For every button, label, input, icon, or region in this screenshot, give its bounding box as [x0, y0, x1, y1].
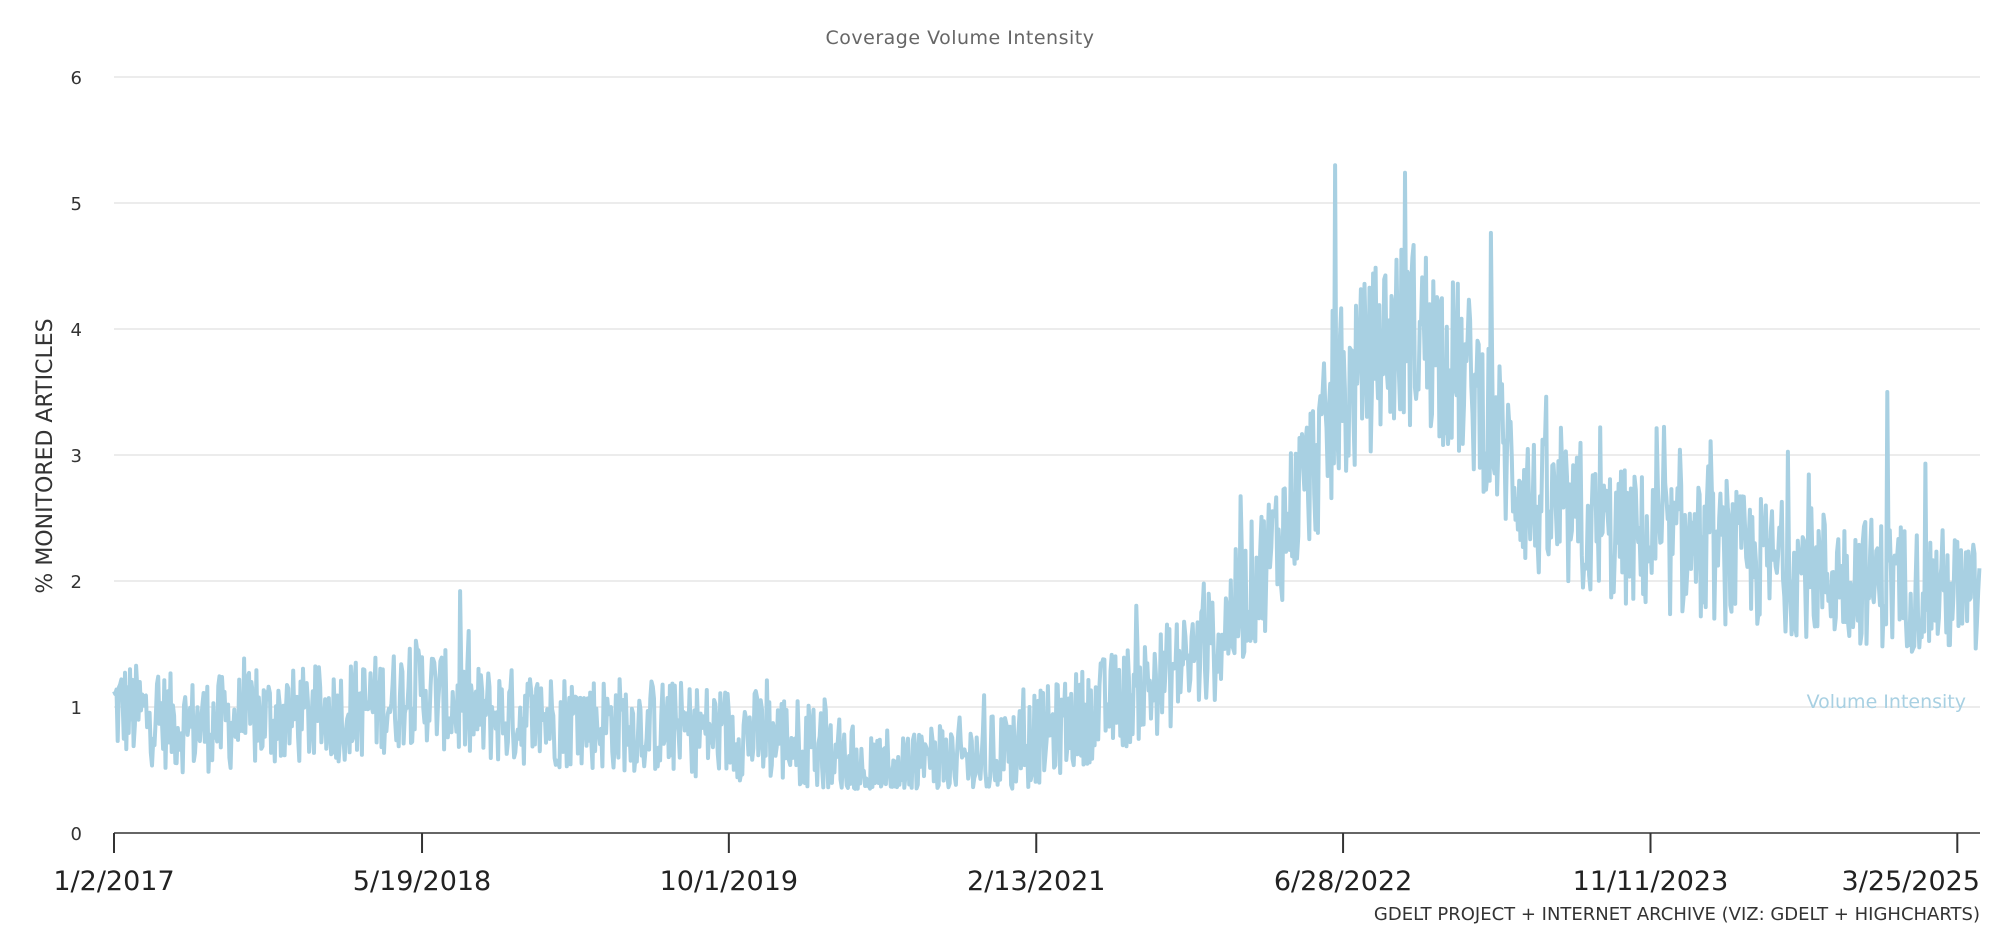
grid-lines: [114, 76, 1980, 708]
credit-text: GDELT PROJECT + INTERNET ARCHIVE (VIZ: G…: [1374, 904, 1980, 925]
y-tick-label: 5: [71, 194, 82, 215]
y-tick-label: 0: [71, 824, 82, 845]
chart-title: Coverage Volume Intensity: [826, 27, 1095, 49]
x-tick-label: 5/19/2018: [353, 866, 491, 897]
x-tick-label: 6/28/2022: [1274, 866, 1412, 897]
x-tick-label: 1/2/2017: [53, 866, 174, 897]
series-label: Volume Intensity: [1807, 691, 1966, 713]
x-axis-ticks: 1/2/2017 5/19/2018 10/1/2019 2/13/2021 6/28/…: [53, 833, 1980, 897]
x-tick-label: 2/13/2021: [967, 866, 1105, 897]
x-tick-label: 3/25/2025: [1842, 866, 1980, 897]
y-tick-label: 4: [71, 320, 82, 341]
y-axis-label: % MONITORED ARTICLES: [33, 318, 58, 593]
y-tick-label: 1: [71, 698, 82, 719]
x-tick-label: 11/11/2023: [1573, 866, 1729, 897]
x-tick-label: 10/1/2019: [660, 866, 798, 897]
series-volume-intensity: [112, 163, 1982, 791]
series-line-volume-intensity: [112, 163, 1982, 791]
y-tick-label: 6: [71, 68, 82, 89]
y-tick-label: 2: [71, 572, 82, 593]
y-axis-ticks: 0 1 2 3 4 5 6: [71, 68, 82, 845]
y-tick-label: 3: [71, 446, 82, 467]
